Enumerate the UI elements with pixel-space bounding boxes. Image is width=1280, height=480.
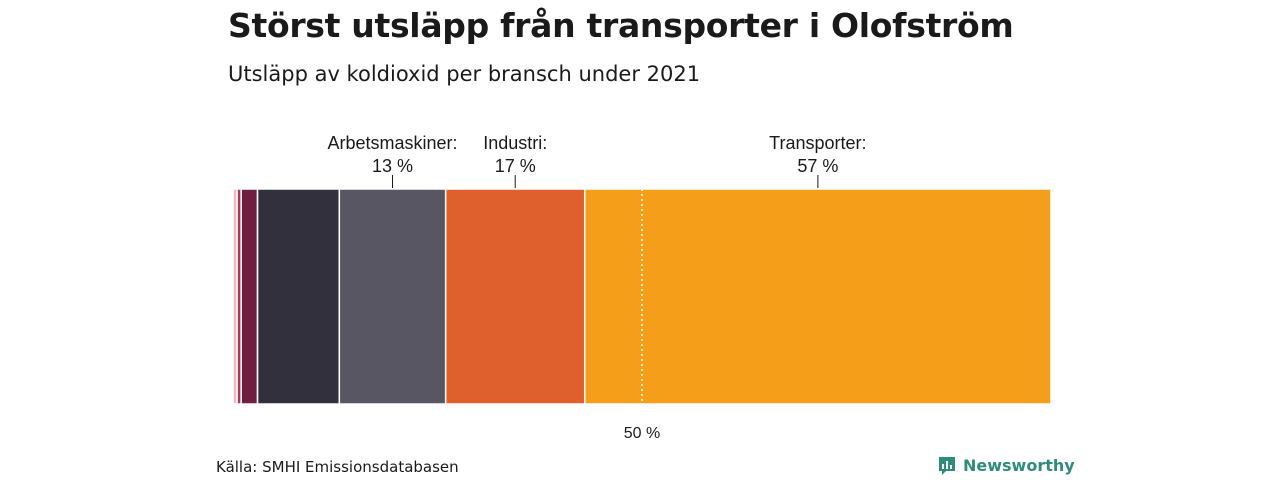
bar-segment-5 [444, 188, 586, 405]
segment-value-label-4: 13 % [372, 156, 413, 176]
segment-label-4: Arbetsmaskiner: [327, 133, 457, 153]
source-note: Källa: SMHI Emissionsdatabasen [216, 458, 459, 476]
reference-line-group: 50 % [624, 189, 660, 442]
page-title: Störst utsläpp från transporter i Olofst… [228, 6, 1014, 45]
brand-name: Newsworthy [963, 456, 1075, 475]
newsworthy-logo-icon [939, 457, 955, 475]
chart-subtitle: Utsläpp av koldioxid per bransch under 2… [228, 62, 701, 86]
reference-line-label: 50 % [624, 425, 660, 442]
segment-labels: Arbetsmaskiner: 13 % Industri: 17 % Transpor… [327, 133, 867, 188]
segment-value-label-5: 17 % [495, 156, 536, 176]
bar-segments [232, 188, 1052, 405]
bar-segment-4 [338, 188, 447, 405]
brand-logo: Newsworthy [937, 455, 1075, 476]
segment-label-5: Industri: [483, 133, 547, 153]
segment-value-label-6: 57 % [797, 156, 838, 176]
bar-segment-6 [583, 188, 1052, 405]
segment-label-6: Transporter: [769, 133, 866, 153]
bar-segment-3 [256, 188, 341, 405]
bar-segment-2 [240, 188, 259, 405]
